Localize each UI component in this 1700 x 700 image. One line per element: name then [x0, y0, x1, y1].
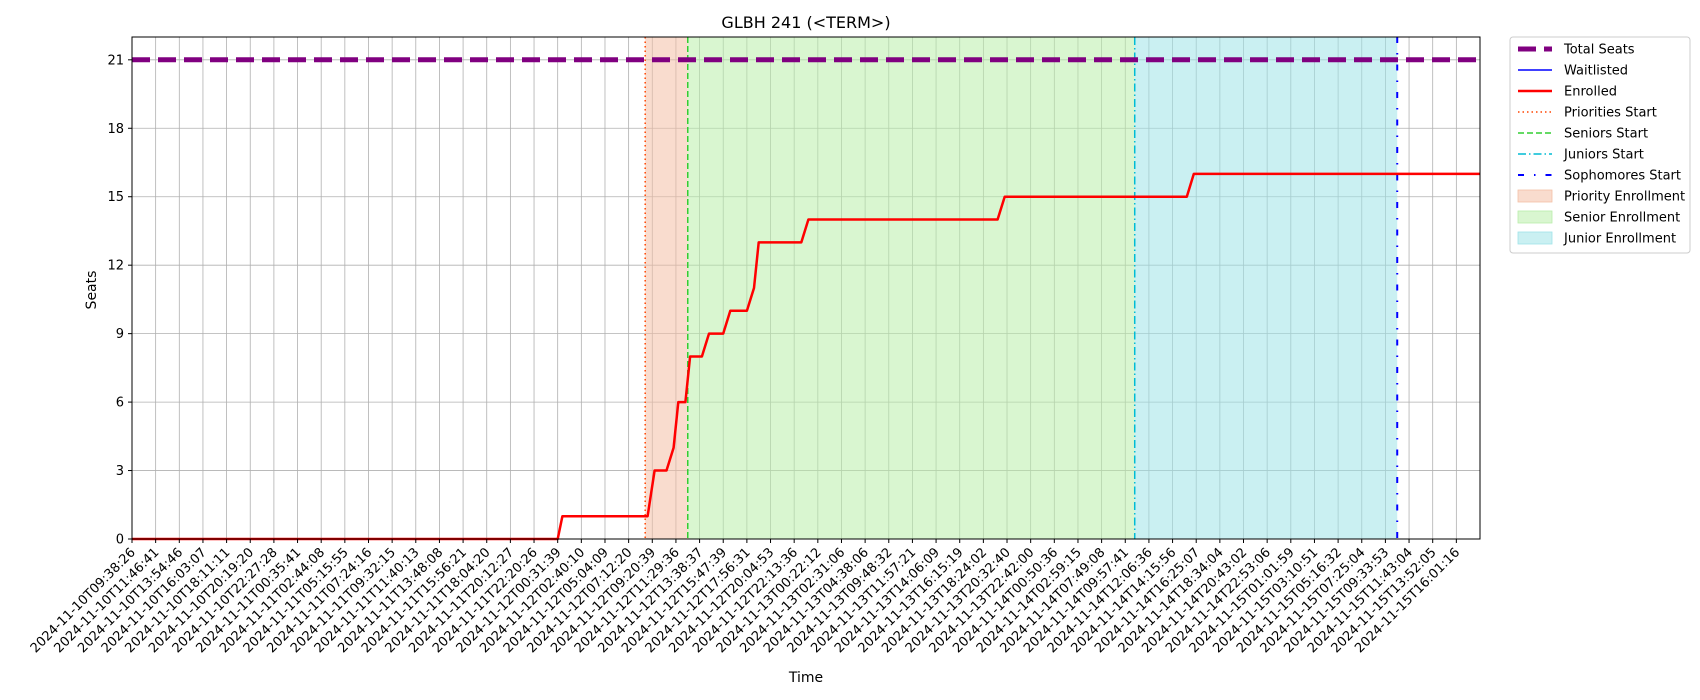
legend-label-senior-enrollment: Senior Enrollment: [1564, 211, 1680, 226]
plot-frame: [131, 36, 1481, 540]
legend-label-priorities-start: Priorities Start: [1564, 106, 1657, 121]
enrollment-spans: [645, 37, 1398, 539]
y-tick-label: 0: [116, 533, 124, 548]
y-tick-label: 12: [107, 259, 124, 274]
y-tick-label: 15: [107, 190, 124, 205]
legend-label-juniors-start: Juniors Start: [1563, 148, 1644, 163]
chart-title: GLBH 241 (<TERM>): [721, 13, 890, 32]
span-priority-enrollment: [645, 37, 688, 539]
legend-swatch-senior-enrollment: [1517, 210, 1553, 224]
legend-label-sophomores-start: Sophomores Start: [1564, 169, 1681, 184]
legend-label-priority-enrollment: Priority Enrollment: [1564, 190, 1685, 205]
legend-swatch-priority-enrollment: [1517, 189, 1553, 203]
y-tick-label: 3: [116, 464, 124, 479]
y-axis-title: Seats: [84, 271, 100, 310]
x-axis-ticks: 2024-11-10T09:38:262024-11-10T11:46:4120…: [28, 539, 1463, 656]
legend-label-waitlisted: Waitlisted: [1564, 64, 1628, 79]
y-tick-label: 21: [107, 53, 124, 68]
y-tick-label: 9: [116, 327, 124, 342]
legend-label-seniors-start: Seniors Start: [1564, 127, 1648, 142]
legend-swatch-junior-enrollment: [1517, 231, 1553, 245]
legend: Total Seats Waitlisted Enrolled Priorities …: [1509, 36, 1691, 254]
y-axis-ticks: 0 3 6 9 12 15 18 21: [107, 53, 132, 548]
span-junior-enrollment: [1134, 37, 1398, 539]
legend-label-total-seats: Total Seats: [1563, 43, 1635, 58]
span-senior-enrollment: [687, 37, 1135, 539]
legend-label-enrolled: Enrolled: [1564, 85, 1617, 100]
legend-frame: [1509, 36, 1691, 254]
y-tick-label: 6: [116, 396, 124, 411]
series-lines: [132, 57, 1480, 541]
legend-label-junior-enrollment: Junior Enrollment: [1563, 232, 1676, 247]
y-tick-label: 18: [107, 122, 124, 137]
phase-start-lines: [644, 37, 1399, 539]
x-axis-title: Time: [788, 670, 823, 686]
series-enrolled: [132, 172, 1480, 541]
